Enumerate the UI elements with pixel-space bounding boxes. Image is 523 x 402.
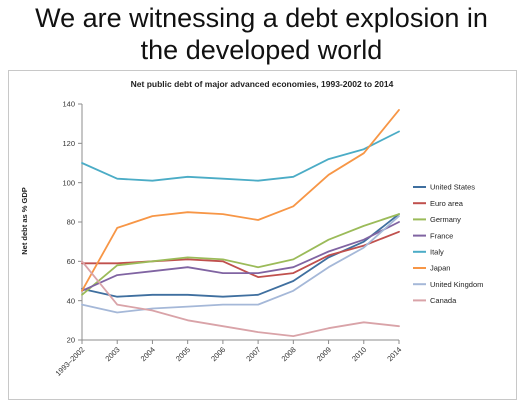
x-tick-label: 2009 (315, 345, 333, 363)
legend-label-canada: Canada (430, 296, 457, 305)
line-chart: Net public debt of major advanced econom… (20, 79, 483, 378)
series-line-germany (81, 213, 400, 296)
chart-container: Net public debt of major advanced econom… (8, 70, 517, 400)
y-tick-label: 120 (62, 139, 75, 148)
x-tick-label: 2007 (244, 345, 262, 363)
x-tick-label: 2006 (209, 345, 227, 363)
series-line-italy (81, 130, 400, 182)
y-tick-label: 20 (67, 336, 75, 345)
y-tick-label: 140 (62, 100, 75, 109)
chart-title: Net public debt of major advanced econom… (131, 79, 394, 89)
series-line-canada (81, 260, 400, 338)
legend-label-united-kingdom: United Kingdom (430, 280, 483, 289)
series-line-united-kingdom (81, 215, 400, 314)
legend-label-japan: Japan (430, 264, 450, 273)
slide-title: We are witnessing a debt explosion in th… (0, 2, 523, 66)
legend: United States Euro area Germany France Italy… (413, 183, 483, 305)
legend-label-germany: Germany (430, 215, 461, 224)
x-tick-label: 2005 (174, 345, 192, 363)
x-tick-label: 2003 (103, 345, 121, 363)
y-tick-label: 40 (67, 296, 75, 305)
series-line-euro-area (81, 230, 400, 279)
legend-label-euro-area: Euro area (430, 199, 464, 208)
slide-title-line-2: the developed world (140, 35, 383, 65)
legend-label-italy: Italy (430, 248, 444, 257)
slide-title-line-1: We are witnessing a debt explosion in (35, 3, 488, 33)
series-lines (81, 109, 400, 338)
y-tick-label: 80 (67, 218, 75, 227)
y-tick-label: 60 (67, 257, 75, 266)
legend-label-united-states: United States (430, 183, 475, 192)
x-tick-label: 2010 (350, 345, 368, 363)
y-axis-label: Net debt as % GDP (20, 187, 29, 255)
x-tick-label: 2004 (139, 345, 157, 363)
series-line-japan (81, 109, 400, 292)
axes: 20 40 60 80 100 120 140 1993–2002 2003 2004 2005 20… (54, 100, 404, 378)
series-line-united-states (81, 213, 400, 298)
legend-label-france: France (430, 231, 453, 240)
y-tick-label: 100 (62, 178, 75, 187)
x-tick-label: 2008 (280, 345, 298, 363)
x-tick-label: 2014 (385, 345, 403, 363)
series-line-france (81, 221, 400, 292)
x-tick-label: 1993–2002 (54, 345, 87, 378)
